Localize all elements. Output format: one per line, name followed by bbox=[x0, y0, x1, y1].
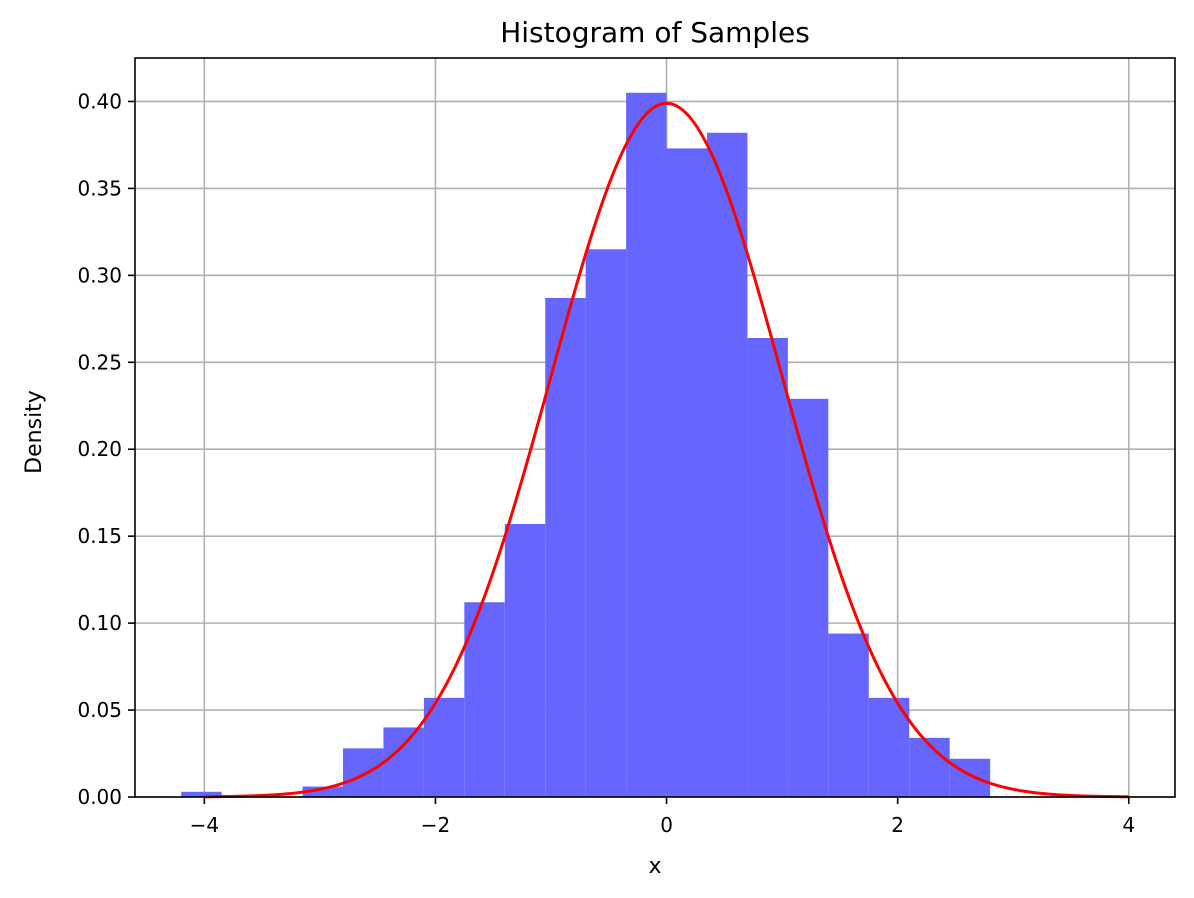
histogram-bar bbox=[707, 132, 748, 797]
y-tick-label: 0.15 bbox=[77, 524, 122, 548]
x-axis-label: x bbox=[648, 854, 661, 879]
x-tick-label: 4 bbox=[1122, 813, 1135, 837]
y-tick-label: 0.05 bbox=[77, 698, 122, 722]
histogram-bar bbox=[747, 337, 788, 797]
plot-frame bbox=[134, 57, 1176, 798]
y-tick-label: 0.10 bbox=[77, 611, 122, 635]
histogram-bar bbox=[504, 524, 546, 797]
histogram-bar bbox=[666, 148, 707, 797]
x-axis-ticks: −4 −2 0 2 4 bbox=[190, 797, 1135, 837]
histogram-bar bbox=[585, 249, 627, 798]
y-tick-label: 0.20 bbox=[77, 437, 122, 461]
histogram-bar bbox=[626, 92, 667, 797]
y-tick-label: 0.35 bbox=[77, 176, 122, 200]
y-axis-ticks: 0.00 0.05 0.10 0.15 0.20 0.25 0.30 0.35 0.40 bbox=[77, 89, 135, 809]
y-tick-label: 0.00 bbox=[77, 785, 122, 809]
histogram-bar bbox=[383, 727, 424, 797]
histogram-bar bbox=[828, 633, 869, 797]
y-tick-label: 0.30 bbox=[77, 263, 122, 287]
x-tick-label: 2 bbox=[891, 813, 904, 837]
histogram-bar bbox=[868, 697, 910, 797]
histogram-bars bbox=[181, 92, 991, 798]
histogram-bar bbox=[787, 398, 829, 797]
x-tick-label: −4 bbox=[190, 813, 219, 837]
histogram-bar bbox=[181, 791, 222, 797]
y-tick-label: 0.40 bbox=[77, 89, 122, 113]
y-tick-label: 0.25 bbox=[77, 350, 122, 374]
x-tick-label: −2 bbox=[421, 813, 450, 837]
x-tick-label: 0 bbox=[660, 813, 673, 837]
histogram-bar bbox=[545, 297, 586, 797]
chart-title: Histogram of Samples bbox=[500, 16, 810, 49]
histogram-bar bbox=[423, 697, 465, 797]
normal-pdf-curve bbox=[204, 101, 1129, 799]
histogram-bar bbox=[343, 748, 384, 797]
histogram-bar bbox=[302, 786, 343, 797]
histogram-bar bbox=[949, 758, 991, 797]
y-axis-label: Density bbox=[22, 390, 47, 474]
normal-curve-layer bbox=[204, 101, 1129, 799]
histogram-bar bbox=[909, 737, 950, 797]
